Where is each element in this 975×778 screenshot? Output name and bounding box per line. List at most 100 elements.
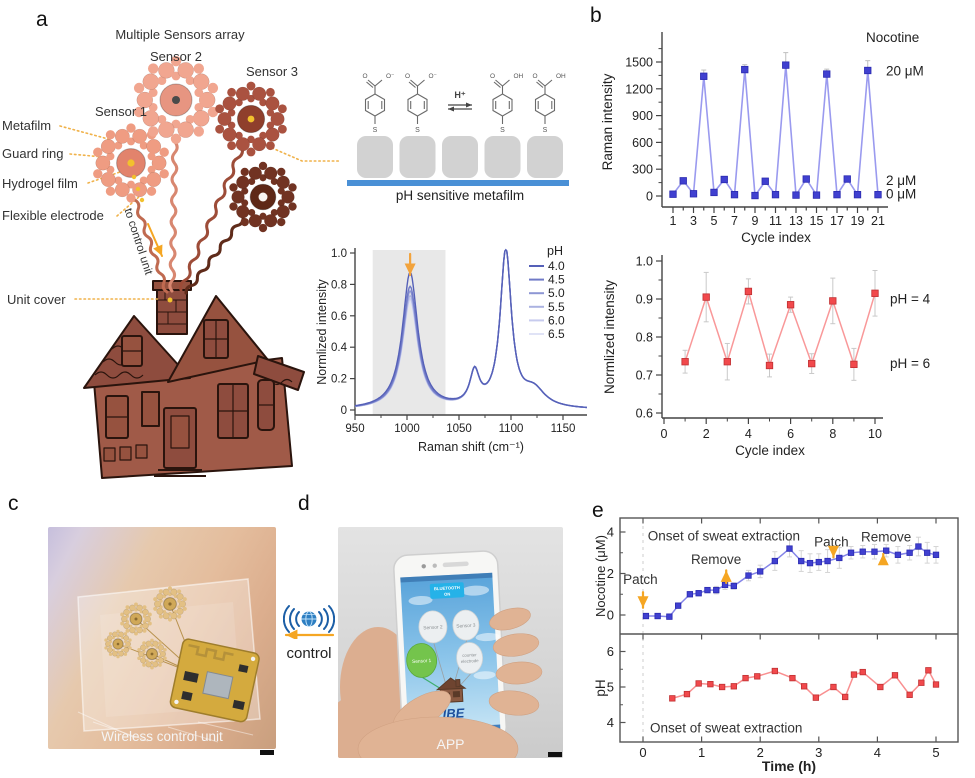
app-photo: BLUETOOTH ON Sensor 2 Sensor 3 Sensor 1 count… (338, 527, 563, 758)
svg-text:4: 4 (874, 745, 881, 760)
svg-text:5.5: 5.5 (548, 300, 565, 314)
raman-spectra-chart: 0 0.2 0.4 0.6 0.8 1.0 950 1000 1050 1100 1150 pH4.0… (315, 244, 587, 454)
svg-text:H⁺: H⁺ (454, 90, 465, 100)
svg-text:1050: 1050 (446, 423, 472, 435)
label-sensor-2: Sensor 2 (150, 49, 203, 64)
svg-text:10: 10 (868, 427, 882, 441)
svg-text:11: 11 (769, 214, 782, 228)
label-sensor-3: Sensor 3 (246, 64, 299, 79)
svg-text:3: 3 (815, 745, 822, 760)
sensor-flower (229, 161, 297, 233)
sensor-flower (93, 123, 169, 203)
svg-text:Nocotine: Nocotine (866, 30, 919, 45)
svg-text:0.9: 0.9 (636, 293, 653, 307)
svg-text:1000: 1000 (394, 423, 420, 435)
sensor-flower (153, 586, 187, 622)
svg-text:O⁻: O⁻ (429, 73, 438, 80)
svg-text:2: 2 (757, 745, 764, 760)
svg-text:Time (h): Time (h) (762, 758, 816, 774)
molecule (407, 79, 428, 124)
sensors-array-title: Multiple Sensors array (115, 27, 245, 42)
photo-d-caption: APP (436, 736, 465, 752)
control-label: control (286, 645, 332, 662)
metafilm-caption: pH sensitive metafilm (395, 188, 525, 203)
app-balloon[interactable] (406, 643, 438, 679)
svg-text:6: 6 (787, 427, 794, 441)
svg-text:5: 5 (932, 745, 939, 760)
svg-text:counter: counter (462, 652, 477, 658)
svg-text:O: O (490, 73, 495, 80)
svg-text:0: 0 (607, 608, 614, 623)
svg-text:19: 19 (851, 214, 865, 228)
svg-text:O⁻: O⁻ (386, 73, 395, 80)
svg-text:1: 1 (670, 214, 677, 228)
svg-text:O: O (362, 73, 367, 80)
svg-text:9: 9 (752, 214, 759, 228)
svg-text:0: 0 (639, 745, 646, 760)
wireless-signal-icon (283, 605, 335, 639)
panel-label-c: c (8, 492, 19, 515)
svg-text:2: 2 (607, 566, 614, 581)
svg-text:950: 950 (345, 423, 364, 435)
svg-text:2: 2 (703, 427, 710, 441)
svg-text:4: 4 (607, 525, 614, 540)
label-unit-cover: Unit cover (7, 292, 66, 307)
app-balloon[interactable] (418, 610, 448, 644)
scale-bar-c (260, 750, 274, 755)
sweat-monitoring-chart: 0 1 2 3 4 5 0 2 4 4 5 6 Onset of sweat extraction Pat… (595, 517, 959, 774)
svg-text:15: 15 (810, 214, 824, 228)
svg-text:8: 8 (829, 427, 836, 441)
app-balloon[interactable] (456, 642, 484, 674)
svg-text:pH = 4: pH = 4 (890, 292, 931, 307)
svg-text:0.6: 0.6 (636, 407, 653, 421)
control-pcb (169, 638, 260, 723)
svg-text:1: 1 (698, 745, 705, 760)
svg-text:Sensor 3: Sensor 3 (456, 623, 476, 630)
svg-text:0.2: 0.2 (331, 374, 347, 386)
svg-text:Remove: Remove (691, 552, 741, 567)
panel-label-d: d (298, 492, 310, 515)
svg-text:S: S (415, 127, 420, 134)
svg-text:0.8: 0.8 (636, 331, 653, 345)
svg-text:20 μM: 20 μM (886, 63, 924, 78)
svg-text:0.4: 0.4 (331, 342, 348, 354)
svg-text:4.5: 4.5 (548, 273, 565, 287)
svg-text:Patch: Patch (623, 572, 658, 587)
svg-text:0: 0 (661, 427, 668, 441)
svg-text:5: 5 (711, 214, 718, 228)
panel-label-b: b (590, 4, 602, 27)
svg-text:S: S (543, 127, 548, 134)
svg-text:0 μM: 0 μM (886, 186, 916, 201)
app-balloon[interactable] (452, 609, 480, 641)
svg-text:4: 4 (607, 715, 614, 730)
panel-label-a: a (36, 8, 48, 31)
house-illustration (83, 280, 305, 479)
svg-text:BLUETOOTH: BLUETOOTH (434, 585, 460, 591)
svg-text:1150: 1150 (551, 423, 576, 435)
svg-text:3: 3 (690, 214, 697, 228)
molecule (492, 79, 513, 124)
svg-text:Sensor 1: Sensor 1 (412, 658, 432, 665)
sensor-flower (137, 638, 167, 670)
svg-text:13: 13 (789, 214, 803, 228)
svg-text:Onset of sweat extraction: Onset of sweat extraction (648, 528, 800, 543)
svg-text:7: 7 (731, 214, 738, 228)
svg-text:S: S (500, 127, 505, 134)
svg-text:Onset of sweat extraction: Onset of sweat extraction (650, 720, 802, 735)
label-flexible-electrode: Flexible electrode (2, 208, 104, 223)
svg-text:1500: 1500 (625, 56, 653, 70)
svg-text:Normlized intensity: Normlized intensity (602, 280, 617, 394)
svg-text:0.8: 0.8 (331, 279, 347, 291)
sensor-flower (120, 602, 152, 636)
svg-text:600: 600 (632, 136, 653, 150)
svg-text:21: 21 (871, 214, 885, 228)
svg-text:1.0: 1.0 (636, 255, 653, 269)
svg-text:5: 5 (607, 680, 614, 695)
svg-text:900: 900 (632, 109, 653, 123)
svg-text:pH: pH (547, 244, 563, 258)
svg-text:OH: OH (514, 73, 524, 80)
svg-text:4.0: 4.0 (548, 259, 565, 273)
label-guard-ring: Guard ring (2, 146, 64, 161)
svg-text:Normlized intensity: Normlized intensity (315, 278, 329, 384)
